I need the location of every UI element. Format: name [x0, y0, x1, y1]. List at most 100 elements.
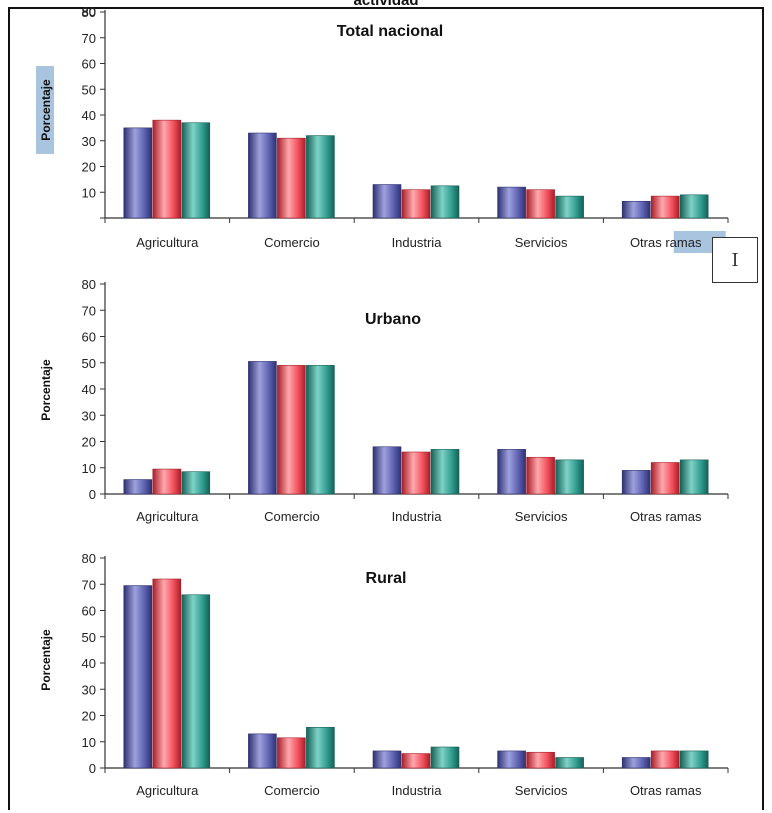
text-cursor-icon: I	[712, 237, 758, 283]
ylabel-selection-highlight	[36, 66, 54, 154]
bar	[526, 456, 555, 495]
bar	[248, 361, 277, 495]
y-tick-label: 0	[89, 487, 96, 502]
y-tick-label: 20	[82, 435, 96, 450]
x-category-label: Industria	[392, 235, 443, 250]
bar	[526, 189, 555, 219]
x-category-label: Agricultura	[136, 235, 199, 250]
chart-title: Total nacional	[337, 23, 443, 40]
x-category-label: Agricultura	[136, 509, 199, 524]
chart-0: Total nacional Porcentaje 10 20 30 40 50 60 70 80…	[36, 4, 729, 253]
y-tick-label: 60	[82, 57, 96, 72]
y-tick-label: 40	[82, 382, 96, 397]
y-tick-label: 30	[82, 134, 96, 149]
bar	[430, 746, 460, 769]
bar	[621, 757, 651, 769]
bar	[650, 462, 680, 495]
y-axis-label: Porcentaje	[39, 79, 53, 141]
page-title: actividad	[353, 0, 419, 9]
x-category-label: Otras ramas	[630, 783, 702, 798]
bar	[123, 127, 153, 219]
bar	[372, 446, 402, 495]
y-tick-label: 30	[82, 408, 96, 423]
chart-1: Urbano Porcentaje 0 10 20 30 40 50 60 70 80 Agricul…	[39, 277, 729, 524]
bar	[401, 189, 431, 219]
bar	[248, 733, 277, 769]
y-tick-label: 60	[82, 330, 96, 345]
x-category-label: Agricultura	[136, 783, 199, 798]
bar	[526, 751, 555, 769]
bar	[123, 479, 153, 495]
bar	[372, 750, 402, 769]
bar	[679, 459, 709, 495]
bar	[650, 195, 680, 219]
x-category-label: Comercio	[264, 235, 320, 250]
y-tick-label: 20	[82, 160, 96, 175]
bar	[430, 449, 460, 495]
bar	[497, 750, 526, 769]
y-tick-label: 30	[82, 682, 96, 697]
x-category-label: Industria	[392, 783, 443, 798]
x-category-label: Servicios	[515, 783, 568, 798]
chart-frame	[8, 7, 764, 810]
y-tick-label: 20	[82, 709, 96, 724]
x-category-label: Otras ramas	[630, 509, 702, 524]
y-tick-label: 40	[82, 656, 96, 671]
chart-title: Urbano	[365, 311, 421, 328]
bar	[555, 757, 584, 769]
bar	[401, 451, 431, 495]
bar	[181, 594, 211, 769]
bar	[650, 750, 680, 769]
y-tick-label: 70	[82, 31, 96, 46]
chart-2: Rural Porcentaje 0 10 20 30 40 50 60 70 80 Agricult…	[39, 551, 729, 798]
y-tick-label: 50	[82, 356, 96, 371]
text-cursor-glyph: I	[731, 249, 739, 271]
bar	[277, 137, 306, 219]
y-tick-label: 10	[82, 185, 96, 200]
bar	[181, 471, 211, 495]
x-category-label: Comercio	[264, 509, 320, 524]
chart-title: Rural	[366, 570, 407, 587]
y-tick-label: 80	[82, 277, 96, 292]
bar	[123, 585, 153, 769]
y-tick-label: 10	[82, 461, 96, 476]
x-category-label: Otras ramas	[630, 235, 702, 250]
bar	[621, 470, 651, 495]
bar	[152, 468, 182, 495]
y-tick-label: 50	[82, 82, 96, 97]
y-tick-label: 70	[82, 577, 96, 592]
bar	[152, 119, 182, 219]
bar	[497, 186, 526, 219]
bar	[401, 753, 431, 769]
bar	[248, 132, 277, 219]
bar	[621, 200, 651, 219]
y-tick-label: 70	[82, 303, 96, 318]
y-tick-label: 50	[82, 630, 96, 645]
y-tick-label: 60	[82, 604, 96, 619]
y-tick-label: 10	[82, 735, 96, 750]
x-category-label: Comercio	[264, 783, 320, 798]
y-tick-label: 40	[82, 108, 96, 123]
bar	[679, 750, 709, 769]
bar	[277, 737, 306, 769]
y-tick-label: 80	[82, 5, 96, 20]
bar	[306, 135, 335, 219]
y-tick-label: 80	[82, 551, 96, 566]
x-category-label: Industria	[392, 509, 443, 524]
x-category-label: Servicios	[515, 509, 568, 524]
y-tick-label: 0	[89, 761, 96, 776]
bar	[555, 195, 584, 219]
bar	[497, 449, 526, 495]
y-tick-label-clipped: 80	[82, 4, 96, 19]
bar	[181, 122, 211, 219]
bar	[372, 184, 402, 219]
bar	[306, 365, 335, 495]
y-axis-label: Porcentaje	[39, 359, 53, 421]
bar	[277, 365, 306, 495]
x-category-label: Servicios	[515, 235, 568, 250]
bar	[306, 727, 335, 769]
bar	[152, 578, 182, 769]
bar	[679, 194, 709, 219]
bar	[555, 459, 584, 495]
